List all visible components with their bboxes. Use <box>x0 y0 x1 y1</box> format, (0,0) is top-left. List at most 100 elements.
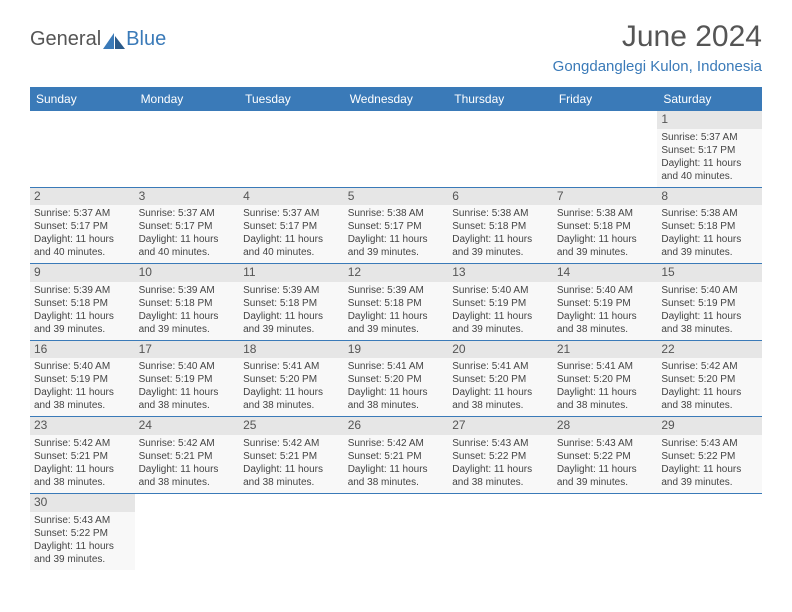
sunrise-line: Sunrise: 5:37 AM <box>34 207 131 220</box>
day-number: 14 <box>553 264 658 282</box>
day-number: 28 <box>553 417 658 435</box>
day-number: 25 <box>239 417 344 435</box>
day-number: 1 <box>657 111 762 129</box>
calendar-cell: 1Sunrise: 5:37 AMSunset: 5:17 PMDaylight… <box>657 111 762 187</box>
sunset-line: Sunset: 5:17 PM <box>139 220 236 233</box>
sunset-line: Sunset: 5:22 PM <box>661 450 758 463</box>
calendar-cell: 23Sunrise: 5:42 AMSunset: 5:21 PMDayligh… <box>30 417 135 494</box>
sunset-line: Sunset: 5:21 PM <box>348 450 445 463</box>
daylight-line: Daylight: 11 hours <box>661 386 758 399</box>
daylight-line: and 38 minutes. <box>139 399 236 412</box>
calendar-cell <box>657 493 762 569</box>
sunrise-line: Sunrise: 5:39 AM <box>243 284 340 297</box>
page-title: June 2024 <box>553 20 762 54</box>
daylight-line: Daylight: 11 hours <box>34 386 131 399</box>
calendar-cell: 12Sunrise: 5:39 AMSunset: 5:18 PMDayligh… <box>344 264 449 341</box>
daylight-line: and 39 minutes. <box>661 476 758 489</box>
calendar-cell: 4Sunrise: 5:37 AMSunset: 5:17 PMDaylight… <box>239 187 344 264</box>
daylight-line: and 38 minutes. <box>557 399 654 412</box>
sunset-line: Sunset: 5:18 PM <box>34 297 131 310</box>
sunrise-line: Sunrise: 5:39 AM <box>139 284 236 297</box>
calendar-week: 30Sunrise: 5:43 AMSunset: 5:22 PMDayligh… <box>30 493 762 569</box>
page-header: General Blue June 2024 Gongdanglegi Kulo… <box>30 20 762 75</box>
daylight-line: and 39 minutes. <box>243 323 340 336</box>
calendar-cell <box>448 493 553 569</box>
daylight-line: and 38 minutes. <box>452 476 549 489</box>
sunrise-line: Sunrise: 5:42 AM <box>348 437 445 450</box>
day-header-row: Sunday Monday Tuesday Wednesday Thursday… <box>30 87 762 111</box>
sunset-line: Sunset: 5:21 PM <box>139 450 236 463</box>
sunset-line: Sunset: 5:22 PM <box>34 527 131 540</box>
daylight-line: and 39 minutes. <box>452 323 549 336</box>
sunrise-line: Sunrise: 5:38 AM <box>557 207 654 220</box>
calendar-cell: 6Sunrise: 5:38 AMSunset: 5:18 PMDaylight… <box>448 187 553 264</box>
day-header: Tuesday <box>239 87 344 111</box>
sunset-line: Sunset: 5:17 PM <box>661 144 758 157</box>
daylight-line: Daylight: 11 hours <box>243 463 340 476</box>
daylight-line: Daylight: 11 hours <box>139 386 236 399</box>
calendar-cell: 8Sunrise: 5:38 AMSunset: 5:18 PMDaylight… <box>657 187 762 264</box>
daylight-line: and 39 minutes. <box>557 246 654 259</box>
sunrise-line: Sunrise: 5:40 AM <box>34 360 131 373</box>
day-number: 5 <box>344 188 449 206</box>
sail-icon <box>103 32 125 48</box>
day-number: 26 <box>344 417 449 435</box>
day-number: 12 <box>344 264 449 282</box>
sunrise-line: Sunrise: 5:39 AM <box>34 284 131 297</box>
daylight-line: Daylight: 11 hours <box>661 463 758 476</box>
calendar-cell: 19Sunrise: 5:41 AMSunset: 5:20 PMDayligh… <box>344 340 449 417</box>
sunset-line: Sunset: 5:19 PM <box>34 373 131 386</box>
calendar-cell: 2Sunrise: 5:37 AMSunset: 5:17 PMDaylight… <box>30 187 135 264</box>
brand-part2: Blue <box>126 28 166 51</box>
day-number: 8 <box>657 188 762 206</box>
daylight-line: Daylight: 11 hours <box>661 310 758 323</box>
daylight-line: and 38 minutes. <box>243 399 340 412</box>
day-number: 9 <box>30 264 135 282</box>
daylight-line: and 39 minutes. <box>348 246 445 259</box>
day-number: 24 <box>135 417 240 435</box>
calendar-cell: 22Sunrise: 5:42 AMSunset: 5:20 PMDayligh… <box>657 340 762 417</box>
calendar-cell <box>135 111 240 187</box>
calendar-cell: 16Sunrise: 5:40 AMSunset: 5:19 PMDayligh… <box>30 340 135 417</box>
calendar-week: 23Sunrise: 5:42 AMSunset: 5:21 PMDayligh… <box>30 417 762 494</box>
daylight-line: Daylight: 11 hours <box>34 310 131 323</box>
day-header: Friday <box>553 87 658 111</box>
day-number: 19 <box>344 341 449 359</box>
sunset-line: Sunset: 5:18 PM <box>243 297 340 310</box>
sunrise-line: Sunrise: 5:37 AM <box>243 207 340 220</box>
calendar-cell: 11Sunrise: 5:39 AMSunset: 5:18 PMDayligh… <box>239 264 344 341</box>
daylight-line: Daylight: 11 hours <box>452 386 549 399</box>
calendar-cell <box>135 493 240 569</box>
calendar-week: 1Sunrise: 5:37 AMSunset: 5:17 PMDaylight… <box>30 111 762 187</box>
sunrise-line: Sunrise: 5:41 AM <box>452 360 549 373</box>
daylight-line: and 38 minutes. <box>452 399 549 412</box>
daylight-line: and 38 minutes. <box>557 323 654 336</box>
calendar-cell: 9 Sunrise: 5:39 AMSunset: 5:18 PMDaylight… <box>30 264 135 341</box>
day-number: 10 <box>135 264 240 282</box>
sunset-line: Sunset: 5:17 PM <box>34 220 131 233</box>
sunrise-line: Sunrise: 5:43 AM <box>557 437 654 450</box>
calendar-cell: 28Sunrise: 5:43 AMSunset: 5:22 PMDayligh… <box>553 417 658 494</box>
daylight-line: Daylight: 11 hours <box>243 233 340 246</box>
daylight-line: and 38 minutes. <box>661 323 758 336</box>
sunset-line: Sunset: 5:18 PM <box>452 220 549 233</box>
daylight-line: Daylight: 11 hours <box>452 233 549 246</box>
brand-part1: General <box>30 28 101 51</box>
day-number: 6 <box>448 188 553 206</box>
sunrise-line: Sunrise: 5:37 AM <box>139 207 236 220</box>
daylight-line: and 38 minutes. <box>661 399 758 412</box>
sunrise-line: Sunrise: 5:38 AM <box>348 207 445 220</box>
daylight-line: Daylight: 11 hours <box>452 310 549 323</box>
sunset-line: Sunset: 5:19 PM <box>139 373 236 386</box>
daylight-line: and 38 minutes. <box>348 476 445 489</box>
calendar-cell <box>344 493 449 569</box>
sunset-line: Sunset: 5:20 PM <box>348 373 445 386</box>
daylight-line: and 40 minutes. <box>139 246 236 259</box>
day-number: 16 <box>30 341 135 359</box>
sunrise-line: Sunrise: 5:43 AM <box>452 437 549 450</box>
calendar-table: Sunday Monday Tuesday Wednesday Thursday… <box>30 87 762 570</box>
calendar-cell <box>344 111 449 187</box>
daylight-line: and 38 minutes. <box>34 399 131 412</box>
daylight-line: and 38 minutes. <box>34 476 131 489</box>
sunset-line: Sunset: 5:17 PM <box>348 220 445 233</box>
